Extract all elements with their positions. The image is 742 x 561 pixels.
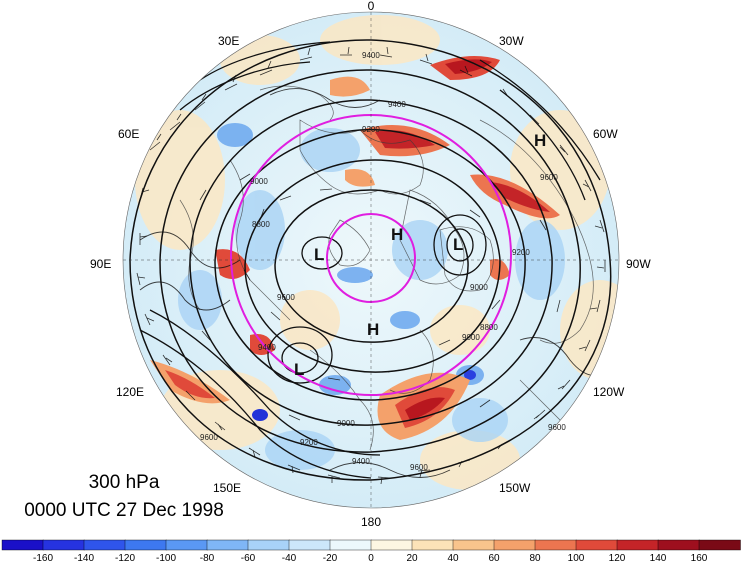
lon-30e: 30E [218, 34, 239, 48]
contour-label: 9000 [337, 419, 355, 428]
contour-label: 9400 [258, 343, 276, 352]
high-center-arctic: H [367, 320, 379, 339]
colorbar-swatch [165, 539, 208, 551]
colorbar-swatch [493, 539, 536, 551]
colorbar-tick-label: 120 [609, 553, 626, 561]
colorbar-tick-label: -120 [115, 553, 135, 561]
colorbar-swatch [411, 539, 454, 551]
contour-labels: 9400 9200 9000 9600 9400 8800 9000 9600 … [200, 51, 566, 472]
high-center-pole: H [391, 225, 403, 244]
lon-90w: 90W [626, 257, 651, 271]
colorbar-swatch [247, 539, 290, 551]
colorbar-swatch [657, 539, 700, 551]
lon-150w: 150W [499, 481, 531, 495]
level-label: 300 hPa [89, 472, 160, 493]
contour-label: 8800 [252, 220, 270, 229]
contour-label: 9000 [250, 177, 268, 186]
colorbar-swatch [616, 539, 659, 551]
contour-label: 9600 [277, 293, 295, 302]
colorbar-swatch [452, 539, 495, 551]
lon-30w: 30W [499, 34, 524, 48]
low-center-east-asia: L [294, 360, 304, 379]
contour-label: 9200 [300, 438, 318, 447]
colorbar-tick-label: -100 [156, 553, 176, 561]
colorbar-tick-label: 40 [447, 553, 459, 561]
colorbar-swatch [534, 539, 577, 551]
colorbar-swatch [370, 539, 413, 551]
colorbar-tick-label: 60 [488, 553, 500, 561]
colorbar-swatch [124, 539, 167, 551]
colorbar-swatch [42, 539, 85, 551]
contour-label: 9000 [462, 333, 480, 342]
colorbar-swatch [698, 539, 741, 551]
colorbar-tick-label: -160 [33, 553, 53, 561]
contour-label: 9600 [540, 173, 558, 182]
contour-label: 9400 [388, 100, 406, 109]
lon-120e: 120E [116, 385, 144, 399]
colorbar-tick-label: 0 [368, 553, 374, 561]
colorbar-tick-label: -60 [241, 553, 256, 561]
colorbar-tick-label: 80 [529, 553, 541, 561]
colorbar-swatch [206, 539, 249, 551]
colorbar: -160 -140 -120 -100 -80 -60 -40 -20 0 20 40 60 80 100… [1, 539, 741, 561]
contour-label: 9600 [200, 433, 218, 442]
contour-label: 9200 [512, 248, 530, 257]
contour-label: 9000 [470, 283, 488, 292]
colorbar-swatch [575, 539, 618, 551]
colorbar-tick-label: 160 [691, 553, 708, 561]
lon-90e: 90E [90, 257, 111, 271]
lon-150e: 150E [213, 481, 241, 495]
colorbar-tick-label: 140 [650, 553, 667, 561]
colorbar-tick-label: 20 [406, 553, 418, 561]
colorbar-tick-label: -20 [323, 553, 338, 561]
colorbar-tick-label: 100 [568, 553, 585, 561]
lon-60e: 60E [118, 127, 139, 141]
colorbar-tick-label: -40 [282, 553, 297, 561]
colorbar-swatch [83, 539, 126, 551]
high-center-atlantic: H [534, 131, 546, 150]
contour-label: 9200 [362, 125, 380, 134]
low-center-canada: L [453, 235, 463, 254]
lon-0: 0 [368, 0, 375, 13]
contour-label: 9400 [352, 457, 370, 466]
colorbar-swatch [1, 539, 44, 551]
colorbar-swatch [329, 539, 372, 551]
longitude-labels: 0 30W 60W 90W 120W 150W 180 150E 120E 90… [90, 0, 651, 529]
low-center-siberia: L [314, 245, 324, 264]
lon-180: 180 [361, 515, 381, 529]
wind-barbs [136, 46, 606, 485]
lon-120w: 120W [593, 385, 625, 399]
contour-label: 9600 [548, 423, 566, 432]
colorbar-tick-label: -80 [200, 553, 215, 561]
colorbar-tick-label: -140 [74, 553, 94, 561]
lon-60w: 60W [593, 127, 618, 141]
contour-label: 9600 [410, 463, 428, 472]
shading-layer [123, 12, 619, 508]
datetime-label: 0000 UTC 27 Dec 1998 [24, 500, 224, 521]
contour-label: 9400 [362, 51, 380, 60]
contour-label: 8800 [480, 323, 498, 332]
colorbar-swatch [288, 539, 331, 551]
